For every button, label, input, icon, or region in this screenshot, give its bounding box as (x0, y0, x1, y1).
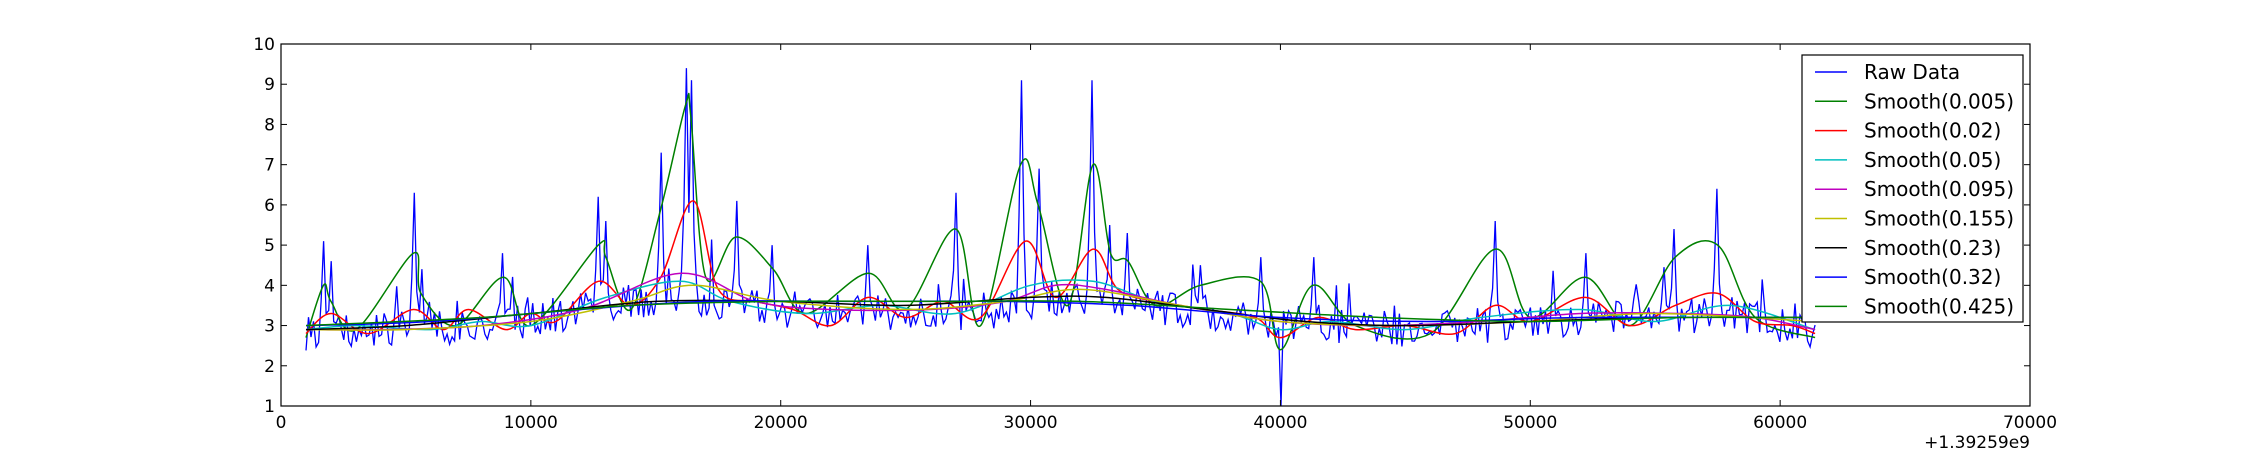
series-layer (305, 68, 1816, 406)
y-tick-label: 8 (264, 115, 275, 135)
plot-background (281, 44, 2030, 406)
series-line-smooth-0-425 (305, 300, 1816, 327)
plot-frame (280, 43, 2031, 407)
legend-label: Smooth(0.095) (1864, 177, 2014, 201)
x-tick-label: 40000 (1253, 413, 1307, 433)
series-line-smooth-0-05 (305, 279, 1816, 331)
y-tick-label: 10 (253, 35, 275, 55)
y-tick-label: 3 (264, 317, 275, 337)
x-tick-label: 60000 (1753, 413, 1807, 433)
x-tick-label: 70000 (2003, 413, 2057, 433)
legend-label: Smooth(0.005) (1864, 89, 2014, 113)
x-tick-label: 10000 (504, 413, 558, 433)
ticks-layer: 0 10000 20000 30000 40000 50000 60000 70000 1 2 3 4… (253, 35, 2057, 433)
legend-items: Raw Data Smooth(0.005) Smooth(0.02) Smooth(… (1815, 60, 2014, 318)
y-tick-label: 7 (264, 156, 275, 176)
legend-label: Smooth(0.32) (1864, 265, 2001, 289)
y-tick-label: 1 (264, 397, 275, 417)
x-offset-label: +1.39259e9 (1924, 433, 2030, 450)
legend-label: Smooth(0.425) (1864, 294, 2014, 318)
y-tick-label: 9 (264, 75, 275, 95)
y-tick-label: 5 (264, 236, 275, 256)
legend-label: Smooth(0.23) (1864, 236, 2001, 260)
legend-label: Smooth(0.155) (1864, 207, 2014, 231)
y-tick-label: 2 (264, 357, 275, 377)
plot-area: 0 10000 20000 30000 40000 50000 60000 70000 1 2 3 4… (253, 35, 2057, 433)
series-line-smooth-0-095 (305, 272, 1816, 331)
y-tick-label: 4 (264, 276, 275, 296)
legend-label: Smooth(0.05) (1864, 148, 2001, 172)
legend-label: Smooth(0.02) (1864, 119, 2001, 143)
x-tick-label: 50000 (1503, 413, 1557, 433)
x-tick-label: 30000 (1004, 413, 1058, 433)
legend-label: Raw Data (1864, 60, 1960, 84)
x-tick-label: 0 (276, 413, 287, 433)
legend: Raw Data Smooth(0.005) Smooth(0.02) Smooth(… (1801, 54, 2024, 323)
y-tick-label: 6 (264, 196, 275, 216)
x-tick-label: 20000 (754, 413, 808, 433)
